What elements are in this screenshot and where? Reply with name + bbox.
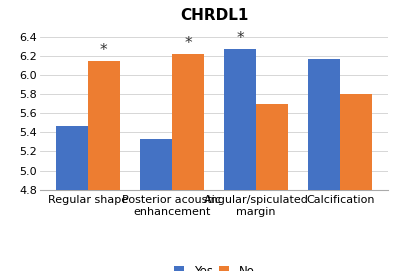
Bar [308,59,340,271]
Bar [140,139,172,271]
Text: *: * [100,43,108,58]
Legend: Yes, No: Yes, No [174,265,254,271]
Bar [256,104,288,271]
Bar [56,126,88,271]
Bar [340,94,372,271]
Bar [172,54,204,271]
Bar [88,61,120,271]
Text: *: * [184,36,192,51]
Bar [224,49,256,271]
Title: CHRDL1: CHRDL1 [180,8,248,23]
Text: *: * [236,31,244,46]
